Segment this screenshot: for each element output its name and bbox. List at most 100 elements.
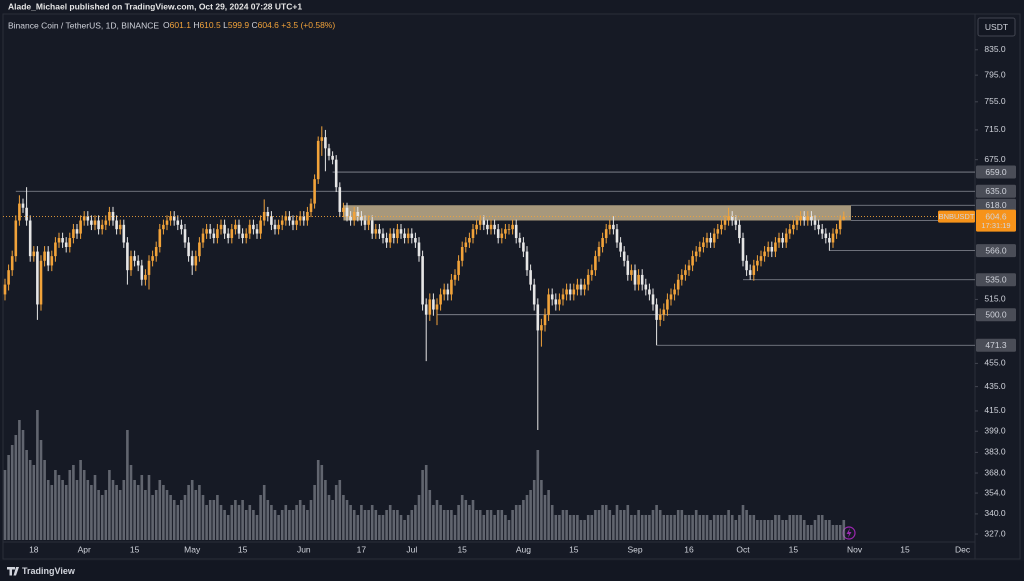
volume-bar	[831, 525, 835, 540]
candle-body	[637, 274, 640, 285]
candle-body	[478, 220, 482, 225]
volume-bar	[615, 505, 619, 540]
volume-bar	[288, 510, 291, 540]
candle-body	[702, 242, 705, 248]
candle-body	[759, 256, 763, 261]
volume-bar	[154, 490, 158, 540]
candle-body	[507, 229, 511, 230]
x-tick-label: Oct	[736, 544, 750, 554]
candle-body	[813, 220, 817, 225]
candle-body	[774, 242, 777, 252]
level-label: 535.0	[985, 274, 1007, 284]
candle-body	[126, 242, 129, 271]
countdown: 17:31:19	[981, 221, 1010, 230]
volume-bar	[14, 435, 18, 540]
volume-bar	[536, 450, 540, 540]
volume-bar	[468, 505, 471, 540]
candle-body	[748, 270, 752, 275]
candle-body	[496, 229, 500, 239]
candle-body	[216, 229, 219, 239]
volume-bar	[813, 520, 817, 540]
candle-body	[658, 314, 662, 320]
candle-body	[133, 256, 136, 261]
legend-value: 599.9	[228, 20, 250, 30]
candle-body	[39, 260, 43, 305]
level-label-box	[976, 184, 1016, 198]
candle-body	[723, 220, 727, 225]
candle-body	[93, 220, 97, 225]
volume-bar	[565, 510, 568, 540]
candle-body	[590, 270, 594, 275]
candle-body	[100, 224, 104, 230]
volume-bar	[727, 510, 730, 540]
volume-bar	[277, 515, 280, 540]
candle-body	[799, 216, 802, 221]
y-tick-label: 515.0	[984, 294, 1006, 304]
candle-body	[212, 233, 216, 239]
candle-body	[194, 256, 198, 266]
volume-bar	[662, 515, 666, 540]
volume-bar	[817, 515, 820, 540]
candle-body	[237, 224, 241, 234]
candle-body	[824, 233, 828, 239]
volume-bar	[248, 505, 252, 540]
candle-body	[252, 224, 255, 230]
volume-bar	[219, 505, 223, 540]
volume-bar	[597, 510, 601, 540]
change-pct: (+0.58%)	[300, 20, 335, 30]
volume-bar	[201, 495, 205, 540]
candle-body	[687, 265, 691, 271]
currency-button[interactable]	[977, 17, 1016, 37]
volume-bar	[399, 515, 403, 540]
volume-bar	[374, 510, 378, 540]
volume-bar	[842, 520, 846, 540]
candle-body	[543, 314, 547, 326]
candle-body	[500, 233, 504, 239]
volume-bar	[316, 460, 320, 540]
volume-bar	[244, 510, 248, 540]
candle-body	[64, 242, 68, 248]
candle-body	[464, 242, 468, 248]
volume-bar	[554, 515, 558, 540]
candle-body	[651, 294, 655, 305]
candle-body	[694, 251, 698, 257]
volume-bar	[122, 480, 126, 540]
volume-bar	[126, 430, 129, 540]
candle-body	[489, 224, 493, 230]
candle-body	[18, 203, 21, 221]
volume-bar	[183, 495, 187, 540]
candle-body	[835, 229, 838, 234]
candle-body	[720, 224, 723, 230]
volume-bar	[255, 515, 259, 540]
candle-body	[284, 216, 288, 221]
candle-body	[568, 289, 572, 295]
x-tick-label: 15	[457, 544, 467, 554]
volume-bar	[784, 520, 788, 540]
volume-bar	[208, 500, 212, 540]
candle-body	[619, 242, 622, 252]
candle-body	[298, 216, 302, 221]
volume-bar	[345, 500, 349, 540]
volume-bar	[756, 520, 759, 540]
x-tick-label: 15	[900, 544, 910, 554]
x-tick-label: Nov	[847, 544, 863, 554]
candle-body	[662, 309, 666, 315]
candle-body	[342, 207, 345, 212]
candle-body	[381, 233, 385, 239]
currency[interactable]: USDT	[985, 22, 1008, 32]
candle-body	[536, 304, 540, 331]
volume-bar	[144, 490, 147, 540]
volume-bar	[680, 510, 684, 540]
x-tick-label: 15	[569, 544, 579, 554]
volume-bar	[838, 525, 842, 540]
candle-body	[187, 242, 190, 257]
candle-body	[673, 289, 676, 295]
candle-body	[579, 284, 583, 290]
volume-bar	[428, 490, 432, 540]
candle-body	[669, 294, 673, 300]
candle-body	[97, 220, 100, 230]
y-tick-label: 340.0	[984, 508, 1006, 518]
candle-body	[370, 220, 374, 234]
candle-body	[68, 238, 72, 248]
volume-bar	[608, 510, 612, 540]
